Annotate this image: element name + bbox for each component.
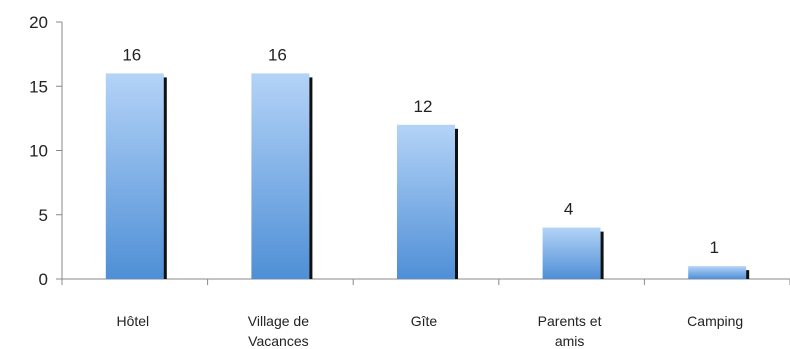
y-tick-label: 15 (29, 77, 48, 96)
category-label: Village de Vacances (248, 313, 309, 349)
bar (542, 227, 601, 279)
data-label: 16 (268, 45, 287, 64)
y-tick-label: 20 (29, 13, 48, 32)
category-label: Hôtel (116, 313, 149, 329)
category-label: Camping (687, 313, 743, 329)
y-axis: 0 5 10 15 20 (29, 13, 63, 289)
y-tick-label: 10 (29, 142, 48, 161)
category-labels: Hôtel Village de Vacances Gîte Parents et ami… (116, 313, 743, 349)
bar (397, 124, 455, 279)
data-label: 1 (709, 238, 718, 257)
bar (105, 73, 164, 280)
data-labels: 16 16 12 4 1 (122, 45, 719, 257)
data-label: 4 (564, 200, 573, 219)
y-tick-label: 5 (39, 206, 48, 225)
bar (251, 73, 310, 280)
y-tick-label: 0 (39, 270, 48, 289)
data-label: 16 (122, 45, 141, 64)
category-label: Parents et amis (538, 313, 602, 349)
bars (105, 73, 750, 280)
x-axis (61, 278, 790, 285)
bar (688, 266, 747, 279)
category-label: Gîte (411, 313, 438, 329)
data-label: 12 (414, 97, 433, 116)
